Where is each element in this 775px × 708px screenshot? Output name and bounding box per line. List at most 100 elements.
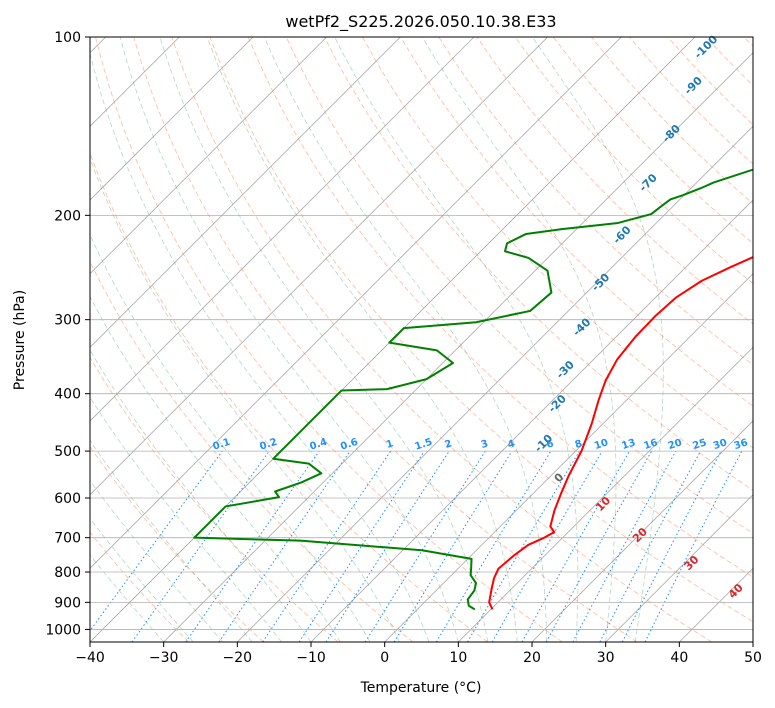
dry-adiabat-line: [400, 37, 753, 407]
dry-adiabat-line: [90, 356, 339, 642]
moist-adiabat-line: [90, 349, 312, 642]
plot-background: [90, 37, 753, 642]
moist-adiabat-line: [532, 37, 664, 642]
mixing-ratio-line: [521, 450, 630, 642]
moist-adiabat-line: [206, 37, 518, 642]
y-tick-label: 600: [54, 491, 81, 507]
moist-adiabat-line: [119, 37, 459, 642]
mixing-ratio-label: 2: [443, 438, 453, 451]
isotherm-line: [90, 37, 401, 348]
profiles: [193, 168, 753, 611]
mixing-ratio-label: 10: [593, 437, 610, 452]
dry-adiabat-line: [90, 151, 488, 642]
isotherm-line: [90, 37, 622, 569]
mixing-ratio-line: [545, 450, 653, 642]
mixing-ratio-line: [572, 450, 677, 642]
moist-adiabat-line: [90, 295, 341, 642]
mixing-ratio-label: 6: [545, 438, 555, 451]
isotherm-line: [90, 37, 327, 275]
mixing-ratio-label: 8: [574, 438, 584, 451]
x-tick-label: −20: [223, 650, 253, 666]
x-tick-label: −40: [75, 650, 105, 666]
mixing-ratio-label: 25: [691, 437, 708, 452]
y-tick-label: 300: [54, 313, 81, 329]
temperature-profile-line: [488, 256, 753, 610]
dry-adiabat-line: [90, 531, 190, 642]
y-axis-label: Pressure (hPa): [12, 290, 28, 390]
isotherm-line: [605, 494, 753, 642]
mixing-ratio-label: 16: [643, 437, 660, 452]
mixing-ratio-line: [298, 450, 425, 642]
mixing-ratio-line: [393, 450, 513, 642]
isotherm-line: [90, 37, 475, 422]
x-tick-label: 0: [380, 650, 389, 666]
x-tick-label: 50: [744, 650, 762, 666]
moist-adiabat-line: [90, 479, 223, 642]
y-tick-label: 700: [54, 531, 81, 547]
dry-adiabat-line: [514, 37, 753, 284]
x-axis: −40 −30 −20 −10 0 10 20 30 40 50: [75, 642, 762, 666]
dry-adiabat-line: [209, 37, 753, 623]
x-axis-label: Temperature (°C): [360, 680, 482, 696]
mixing-ratio-line: [90, 450, 223, 632]
moist-adiabat-line: [159, 37, 489, 642]
isotherm-line: [531, 420, 753, 642]
mixing-ratio-label: 0.4: [308, 437, 328, 453]
x-tick-label: −30: [149, 650, 179, 666]
dewpoint-profile-line: [193, 168, 753, 611]
y-tick-label: 200: [54, 208, 81, 224]
isotherm-line: [163, 52, 753, 642]
dry-adiabat-line: [247, 37, 753, 578]
x-tick-label: 30: [597, 650, 615, 666]
dry-adiabat-line: [90, 260, 414, 642]
dry-adiabat-line: [90, 446, 264, 642]
isotherm-line: [237, 125, 753, 642]
moist-adiabat-line: [90, 52, 430, 642]
mixing-ratio-label: 1.5: [414, 437, 434, 453]
dry-adiabat-line: [171, 37, 712, 642]
mixing-ratio-line: [185, 450, 320, 642]
mixing-ratio-label: 20: [667, 437, 684, 452]
plot-frame: [89, 36, 754, 643]
x-tick-label: 10: [449, 650, 467, 666]
mixing-ratio-label: 0.6: [339, 437, 359, 453]
moist-adiabat-line: [90, 157, 400, 642]
y-tick-label: 1000: [45, 622, 81, 638]
moist-adiabat-line: [90, 439, 253, 642]
y-tick-label: 900: [54, 595, 81, 611]
dry-adiabat-line: [438, 37, 753, 366]
mixing-ratio-label: 13: [620, 437, 637, 452]
mixing-ratio-label: 36: [733, 437, 750, 452]
x-tick-label: −10: [296, 650, 326, 666]
mixing-ratio-label: 4: [506, 438, 516, 451]
dry-adiabat-line: [133, 37, 638, 642]
y-tick-label: 500: [54, 444, 81, 460]
mixing-ratio-label: 30: [712, 437, 729, 452]
mixing-ratio-label: 0.2: [258, 437, 278, 453]
mixing-ratio-lines: [90, 450, 743, 642]
moist-adiabat-line: [90, 396, 282, 642]
x-tick-label: 40: [670, 650, 688, 666]
moist-adiabat-line: [421, 37, 617, 642]
mixing-ratio-label: 1: [385, 438, 395, 451]
background-lines: [90, 37, 753, 642]
mixing-ratio-label: 0.1: [212, 437, 232, 453]
isotherm-line: [90, 37, 548, 496]
mixing-ratio-label: 3: [480, 438, 490, 451]
mixing-ratio-line: [218, 450, 351, 642]
dry-adiabat-line: [95, 37, 563, 642]
y-tick-label: 800: [54, 565, 81, 581]
moist-adiabat-line: [264, 37, 548, 642]
y-tick-label: 400: [54, 387, 81, 403]
x-tick-label: 20: [523, 650, 541, 666]
dry-adiabat-line: [285, 37, 753, 534]
isotherm-line: [458, 346, 753, 642]
mixing-ratio-line: [644, 450, 743, 642]
mixing-ratio-line: [325, 450, 450, 642]
mixing-ratio-line: [131, 450, 270, 642]
moist-adiabat-line: [90, 233, 371, 642]
isotherm-line: [384, 273, 753, 642]
y-tick-label: 100: [54, 30, 81, 46]
isotherm-line: [90, 37, 254, 201]
